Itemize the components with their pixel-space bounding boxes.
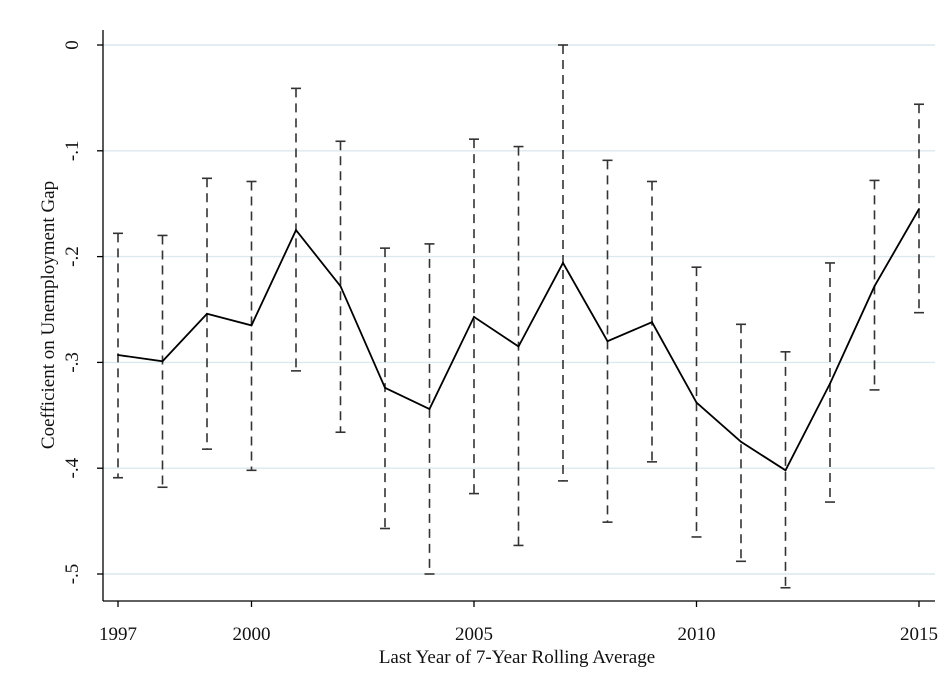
y-tick-label-4: -.4 [62, 457, 83, 478]
y-tick-label-3: -.3 [62, 352, 83, 373]
data-point-2005 [473, 316, 475, 318]
data-point-2015 [918, 208, 920, 210]
x-tick-label-2000: 2000 [233, 624, 271, 645]
data-point-2006 [517, 345, 520, 348]
data-point-2000 [250, 324, 253, 327]
coefficient-series [117, 208, 920, 472]
axes: 0 -.1 -.2 -.3 -.4 -.5 1997 2000 2005 2010 2015 [62, 30, 938, 645]
y-tick-label-0: 0 [62, 40, 83, 50]
x-tick-label-2015: 2015 [900, 624, 938, 645]
y-tick-label-1: -.1 [62, 141, 83, 162]
data-point-1998 [161, 360, 164, 363]
data-point-2012 [784, 469, 787, 472]
data-point-2002 [339, 285, 342, 288]
y-tick-label-2: -.2 [62, 246, 83, 267]
data-point-2011 [740, 440, 742, 443]
data-point-2008 [606, 340, 609, 343]
data-point-2007 [562, 262, 564, 264]
data-point-2003 [384, 386, 386, 389]
data-point-1997 [117, 354, 119, 356]
data-point-1999 [206, 312, 208, 315]
data-point-2001 [295, 229, 297, 232]
y-axis-title: Coefficient on Unemployment Gap [38, 181, 59, 449]
coefficient-line [117, 208, 920, 472]
x-tick-label-2010: 2010 [678, 624, 716, 645]
data-point-2014 [873, 285, 876, 288]
y-tick-label-5: -.5 [62, 564, 83, 585]
data-point-2009 [651, 321, 653, 324]
x-tick-label-2005: 2005 [455, 624, 493, 645]
data-point-2013 [829, 382, 831, 385]
x-tick-label-1997: 1997 [99, 624, 137, 645]
x-axis-title: Last Year of 7-Year Rolling Average [379, 647, 655, 668]
data-point-2004 [428, 408, 431, 410]
data-point-2010 [695, 401, 698, 404]
confidence-intervals [113, 44, 924, 589]
